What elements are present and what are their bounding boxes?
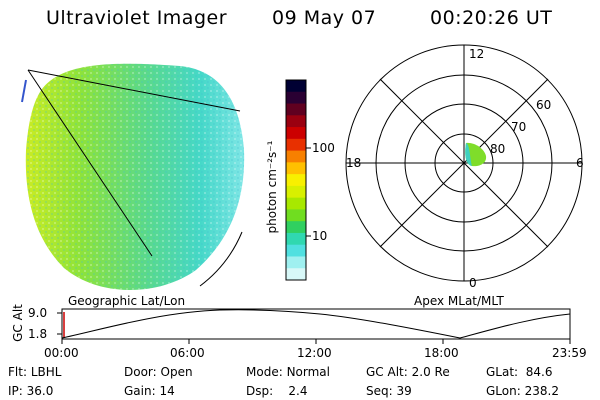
mlt-label-6: 6 (576, 156, 584, 170)
time-tick-1800: 18:00 (424, 346, 459, 360)
time-tick-2359: 23:59 (552, 346, 587, 360)
colorbar-band (286, 162, 306, 175)
colorbar-tick-10: 10 (312, 229, 328, 243)
info-gain: Gain: 14 (124, 384, 175, 398)
colorbar-band (286, 244, 306, 257)
alt-tick-high: 9.0 (28, 306, 48, 320)
colorbar-band (286, 103, 306, 116)
colorbar-band (286, 80, 306, 93)
time-tick-0600: 06:00 (170, 346, 205, 360)
info-flt: Flt: LBHL (8, 365, 62, 379)
limb-line-top (27, 69, 241, 112)
mlat-label-60: 60 (536, 98, 552, 112)
colorbar-band (286, 197, 306, 210)
limb-arc-left (21, 79, 27, 103)
mlt-label-18: 18 (346, 156, 362, 170)
instrument-title: Ultraviolet Imager (46, 7, 228, 29)
mlat-label-70: 70 (511, 120, 527, 134)
geographic-label: Geographic Lat/Lon (68, 294, 186, 308)
info-gc-alt: GC Alt: 2.0 Re (366, 365, 450, 379)
alt-tick-low: 1.8 (28, 327, 48, 341)
time-tick-1200: 12:00 (297, 346, 332, 360)
info-glon: GLon: 238.2 (486, 384, 559, 398)
colorbar-tick-100: 100 (312, 141, 335, 155)
colorbar-band (286, 256, 306, 269)
colorbar-band (286, 185, 306, 199)
info-door: Door: Open (124, 365, 193, 379)
info-dsp: Dsp: 2.4 (246, 384, 308, 398)
mlat-label-80: 80 (490, 142, 506, 156)
info-mode: Mode: Normal (246, 365, 330, 379)
colorbar-band (286, 268, 306, 281)
time-label: 00:20:26 UT (430, 7, 553, 29)
altitude-curve (61, 309, 571, 339)
colorbar-band (286, 209, 306, 222)
colorbar-band (286, 150, 306, 163)
colorbar-band (286, 232, 306, 246)
info-glat: GLat: 84.6 (486, 365, 553, 379)
colorbar-band (286, 174, 306, 187)
colorbar-band (286, 115, 306, 128)
colorbar-band (286, 91, 306, 105)
mlt-label-12: 12 (469, 47, 485, 61)
mlt-label-0: 0 (469, 276, 477, 290)
date-label: 09 May 07 (272, 7, 377, 29)
alt-axis-label: GC Alt (11, 304, 25, 342)
colorbar-band (286, 221, 306, 234)
apex-label: Apex MLat/MLT (414, 294, 504, 308)
info-seq: Seq: 39 (366, 384, 412, 398)
limb-line-diagonal (27, 69, 153, 257)
limb-arc-right (199, 231, 243, 287)
time-tick-0000: 00:00 (44, 346, 79, 360)
colorbar-band (286, 138, 306, 152)
colorbar-band (286, 127, 306, 140)
info-ip: IP: 36.0 (8, 384, 54, 398)
